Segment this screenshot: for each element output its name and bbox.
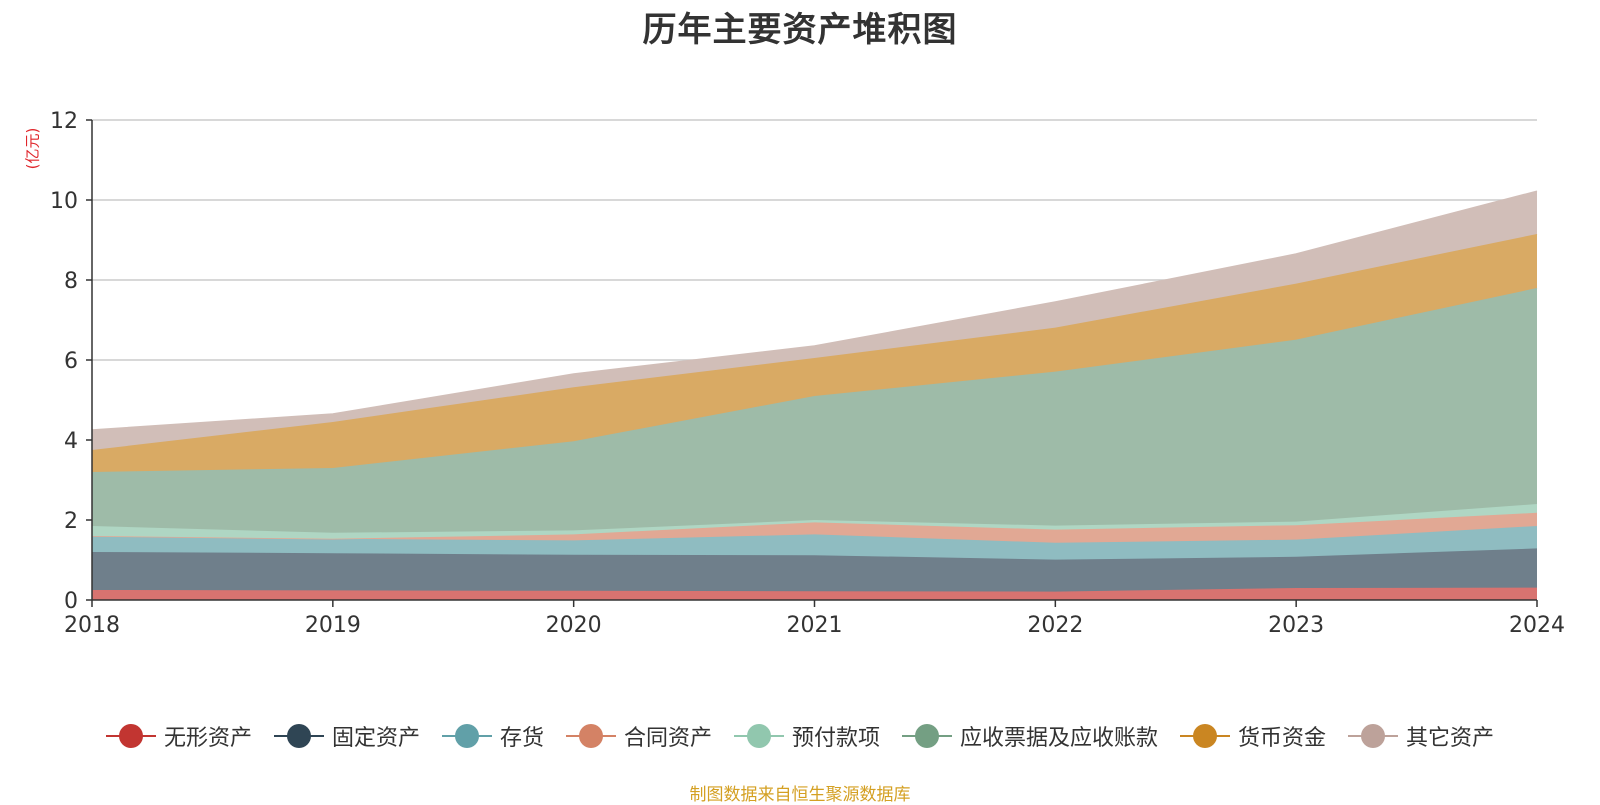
legend-marker-icon bbox=[441, 723, 492, 749]
legend-label: 合同资产 bbox=[623, 726, 712, 751]
source-note: 制图数据来自恒生聚源数据库 bbox=[689, 785, 911, 805]
legend-label: 货币资金 bbox=[1238, 726, 1327, 751]
legend-item-6[interactable]: 货币资金 bbox=[1180, 720, 1326, 752]
x-tick-label-2021: 2021 bbox=[787, 613, 843, 638]
x-tick-label-2018: 2018 bbox=[64, 613, 120, 638]
legend-item-2[interactable]: 存货 bbox=[441, 720, 544, 752]
y-tick-label-4: 4 bbox=[64, 429, 78, 454]
x-tick-label-2022: 2022 bbox=[1027, 613, 1083, 638]
area-series-1 bbox=[92, 548, 1537, 592]
y-tick-label-12: 12 bbox=[50, 109, 78, 134]
legend-marker-icon bbox=[565, 723, 616, 749]
y-tick-label-8: 8 bbox=[64, 269, 78, 294]
legend-item-3[interactable]: 合同资产 bbox=[565, 720, 712, 752]
legend-marker-icon bbox=[273, 723, 324, 749]
legend-marker-icon bbox=[1348, 723, 1399, 749]
legend-label: 固定资产 bbox=[331, 726, 420, 751]
legend: 无形资产 固定资产 存货 合同资产 预付款项 应收票据及应收账款 货币资金 其它资产 bbox=[0, 716, 1600, 756]
x-tick-label-2024: 2024 bbox=[1509, 613, 1565, 638]
chart-title: 历年主要资产堆积图 bbox=[642, 10, 958, 50]
legend-item-0[interactable]: 无形资产 bbox=[105, 720, 252, 752]
y-tick-label-0: 0 bbox=[64, 589, 78, 614]
x-tick-label-2023: 2023 bbox=[1268, 613, 1324, 638]
legend-marker-icon bbox=[902, 723, 953, 749]
y-tick-label-10: 10 bbox=[50, 189, 78, 214]
area-series-layer bbox=[91, 190, 1538, 600]
area-series-2 bbox=[92, 526, 1537, 560]
area-edge-7 bbox=[91, 190, 1538, 431]
legend-label: 其它资产 bbox=[1406, 726, 1495, 751]
x-tick-label-2020: 2020 bbox=[546, 613, 602, 638]
axes: 0 2 4 6 8 10 12 2018 2019 2020 2021 2022 2023 2024 bbox=[50, 109, 1565, 638]
area-series-6 bbox=[92, 234, 1537, 472]
area-series-3 bbox=[92, 512, 1537, 543]
legend-label: 存货 bbox=[499, 726, 544, 751]
legend-marker-icon bbox=[105, 723, 156, 749]
legend-marker-icon bbox=[734, 723, 784, 749]
area-series-5 bbox=[92, 288, 1537, 533]
area-series-4 bbox=[92, 504, 1537, 539]
area-series-7 bbox=[92, 191, 1537, 450]
legend-label: 预付款项 bbox=[792, 726, 881, 751]
legend-label: 无形资产 bbox=[163, 726, 252, 751]
legend-item-5[interactable]: 应收票据及应收账款 bbox=[902, 720, 1158, 752]
legend-item-1[interactable]: 固定资产 bbox=[273, 720, 420, 752]
x-tick-label-2019: 2019 bbox=[305, 613, 361, 638]
legend-marker-icon bbox=[1180, 723, 1231, 749]
legend-item-4[interactable]: 预付款项 bbox=[734, 720, 880, 752]
y-tick-label-6: 6 bbox=[64, 349, 78, 374]
legend-item-7[interactable]: 其它资产 bbox=[1348, 720, 1494, 752]
y-tick-label-2: 2 bbox=[64, 509, 78, 534]
legend-label: 应收票据及应收账款 bbox=[960, 726, 1159, 751]
